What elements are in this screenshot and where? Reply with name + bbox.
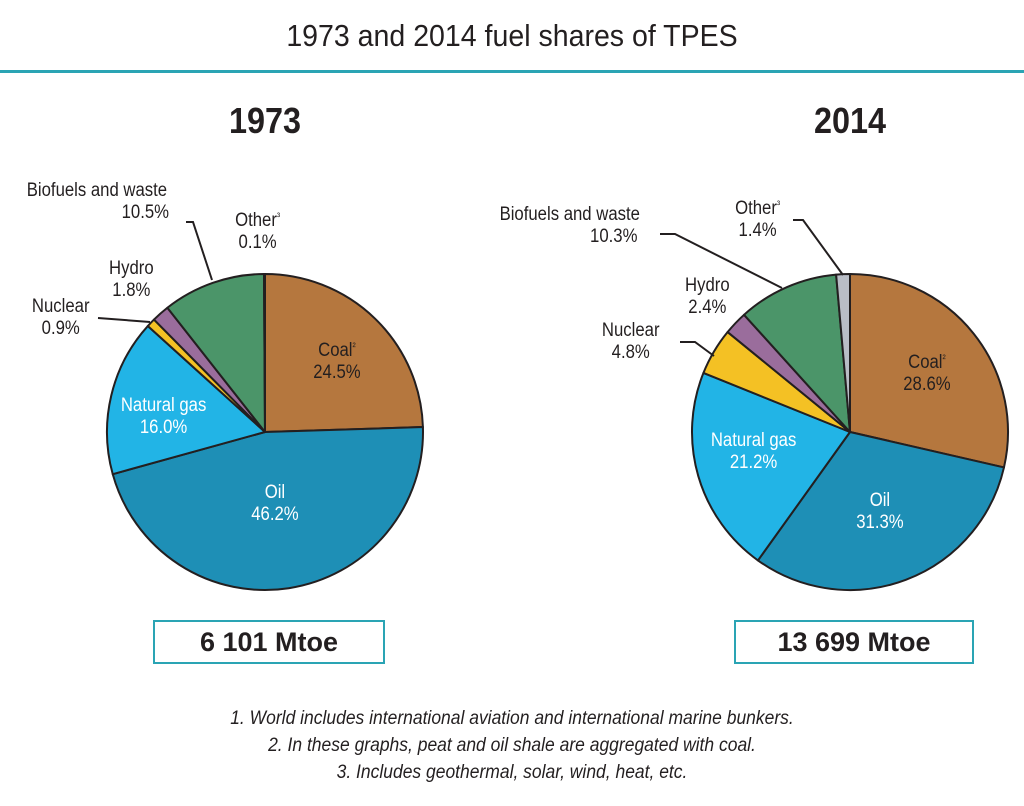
- label-gas-2014: Natural gas 21.2%: [711, 430, 797, 474]
- total-2014: 13 699 Mtoe: [734, 620, 974, 664]
- slice-oil: [756, 431, 1005, 591]
- label-biofuels-1973: Biofuels and waste 10.5%: [25, 180, 169, 224]
- value: 0.1%: [238, 232, 277, 253]
- label-oil-1973: Oil 46.2%: [251, 482, 298, 526]
- leader-nuclear-1973: [97, 317, 151, 323]
- category: Natural gas: [710, 430, 797, 451]
- value: 31.3%: [856, 512, 904, 533]
- label-other-2014: Other³ 1.4%: [735, 198, 780, 242]
- label-nuclear-2014: Nuclear 4.8%: [602, 320, 660, 364]
- leader-biofuels-1973: [186, 221, 213, 281]
- value: 21.2%: [729, 452, 778, 473]
- category: Biofuels and waste: [499, 204, 640, 225]
- leader-nuclear-2014: [680, 341, 715, 357]
- value: 24.5%: [313, 362, 361, 383]
- pie-2014: [691, 273, 1009, 591]
- label-oil-2014: Oil 31.3%: [856, 490, 903, 534]
- title-divider: [0, 70, 1024, 73]
- total-1973: 6 101 Mtoe: [153, 620, 385, 664]
- category: Oil: [264, 482, 286, 503]
- category: Other³: [735, 198, 781, 219]
- value: 2.4%: [688, 297, 727, 318]
- slice-oil: [111, 426, 424, 591]
- footnote-2: 2. In these graphs, peat and oil shale a…: [268, 735, 756, 756]
- category: Nuclear: [601, 320, 660, 341]
- value: 1.8%: [112, 280, 151, 301]
- slice-natural-gas: [106, 325, 266, 476]
- value: 16.0%: [139, 417, 188, 438]
- value: 46.2%: [251, 504, 299, 525]
- label-hydro-2014: Hydro 2.4%: [685, 275, 730, 319]
- value: 10.5%: [121, 202, 170, 223]
- label-coal-2014: Coal² 28.6%: [903, 352, 950, 396]
- category: Hydro: [685, 275, 730, 296]
- leader-other-2014: [793, 219, 844, 276]
- value: 10.3%: [590, 226, 638, 247]
- label-nuclear-1973: Nuclear 0.9%: [32, 296, 90, 340]
- slice-natural-gas: [691, 371, 851, 562]
- year-label-2014: 2014: [813, 100, 887, 141]
- slice-coal: [264, 273, 424, 433]
- label-other-1973: Other³ 0.1%: [235, 210, 280, 254]
- leader-biofuels-2014: [660, 233, 783, 289]
- category: Hydro: [109, 258, 154, 279]
- value: 1.4%: [738, 220, 777, 241]
- slice-biofuels-and-waste: [166, 273, 266, 433]
- category: Oil: [869, 490, 891, 511]
- label-gas-1973: Natural gas 16.0%: [121, 395, 207, 439]
- value: 0.9%: [41, 318, 80, 339]
- label-biofuels-2014: Biofuels and waste 10.3%: [500, 204, 640, 248]
- value: 4.8%: [611, 342, 650, 363]
- label-coal-1973: Coal² 24.5%: [313, 340, 360, 384]
- leader-lines: [97, 219, 844, 357]
- category: Coal²: [318, 340, 356, 361]
- year-label-1973: 1973: [228, 100, 302, 141]
- category: Other³: [235, 210, 281, 231]
- category: Nuclear: [31, 296, 90, 317]
- category: Biofuels and waste: [26, 180, 168, 201]
- slice-other: [263, 272, 266, 433]
- category: Natural gas: [120, 395, 207, 416]
- chart-title: 1973 and 2014 fuel shares of TPES: [286, 18, 738, 53]
- footnote-1: 1. World includes international aviation…: [230, 708, 794, 729]
- value: 28.6%: [903, 374, 951, 395]
- label-hydro-1973: Hydro 1.8%: [109, 258, 154, 302]
- slice-coal: [849, 273, 1009, 469]
- slice-biofuels-and-waste: [743, 273, 851, 433]
- pie-1973: [106, 272, 424, 591]
- category: Coal²: [908, 352, 946, 373]
- footnote-3: 3. Includes geothermal, solar, wind, hea…: [336, 762, 688, 783]
